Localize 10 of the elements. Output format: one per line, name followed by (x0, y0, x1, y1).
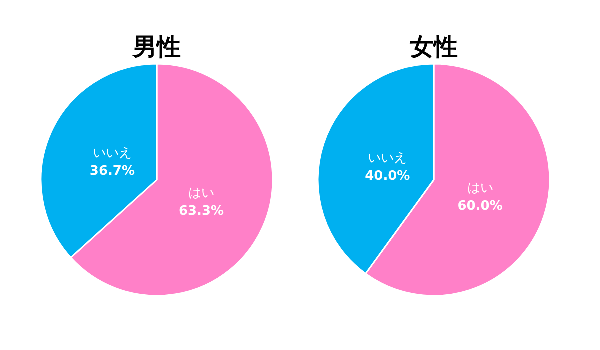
data-label: 63.3% (178, 204, 224, 219)
chart-title: 女性 (409, 33, 458, 61)
slice-label: はい (188, 186, 215, 201)
slice-label: いいえ (368, 150, 408, 166)
slice-label: はい (467, 181, 494, 196)
chart-title: 男性 (132, 33, 181, 61)
data-label: 40.0% (365, 168, 410, 184)
data-label: 36.7% (90, 164, 136, 180)
slice-label: いいえ (92, 146, 132, 162)
data-label: 60.0% (458, 199, 503, 214)
